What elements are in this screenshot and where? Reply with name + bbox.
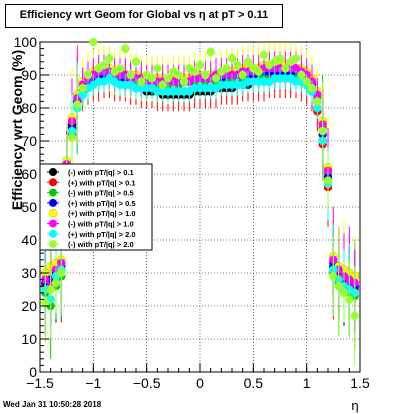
data-point xyxy=(57,268,66,278)
x-tick-label: 1.5 xyxy=(350,375,370,391)
y-tick-label: 20 xyxy=(21,298,37,314)
data-point xyxy=(201,70,210,80)
data-point xyxy=(233,60,242,70)
data-point xyxy=(211,74,221,83)
data-point xyxy=(318,126,327,136)
legend-label: (+) with pT/|q| > 1.0 xyxy=(68,209,136,218)
data-point xyxy=(46,285,55,294)
data-point xyxy=(238,70,247,80)
data-point xyxy=(323,176,333,185)
series-7 xyxy=(41,37,359,366)
data-point xyxy=(329,272,338,281)
x-tick-label: 0.5 xyxy=(244,375,264,391)
legend: (-) with pT/|q| > 0.1(+) with pT/|q| > 0… xyxy=(39,163,153,251)
data-point xyxy=(297,70,306,80)
data-point xyxy=(206,47,215,57)
legend-label: (-) with pT/|q| > 2.0 xyxy=(68,240,134,249)
x-tick-label: 0 xyxy=(196,375,204,391)
data-point xyxy=(281,64,290,73)
y-tick-label: 90 xyxy=(21,67,37,83)
x-tick-label: −1.5 xyxy=(26,375,54,391)
y-tick-label: 70 xyxy=(21,133,37,149)
chart-title: Efficiency wrt Geom for Global vs η at p… xyxy=(19,9,269,21)
data-point xyxy=(83,70,93,80)
series-layer xyxy=(40,37,360,366)
legend-box xyxy=(39,163,153,251)
data-point xyxy=(78,90,87,100)
data-point xyxy=(163,74,173,83)
legend-label: (+) with pT/|q| > 0.5 xyxy=(68,199,136,208)
data-point xyxy=(243,57,253,66)
data-point xyxy=(126,70,135,80)
data-point xyxy=(334,282,343,291)
data-point xyxy=(174,70,183,80)
y-tick-label: 60 xyxy=(21,166,37,182)
y-tick-label: 30 xyxy=(21,265,37,281)
y-tick-label: 100 xyxy=(14,34,38,50)
data-point xyxy=(179,77,189,86)
data-point xyxy=(73,100,82,109)
data-point xyxy=(158,80,167,90)
data-point xyxy=(78,84,87,93)
y-tick-label: 40 xyxy=(21,232,37,248)
data-point xyxy=(153,64,162,73)
data-point xyxy=(254,67,263,76)
legend-label: (-) with pT/|q| > 0.5 xyxy=(68,189,134,198)
data-point xyxy=(222,64,231,73)
legend-label: (-) with pT/|q| > 0.1 xyxy=(68,168,134,177)
legend-label: (+) with pT/|q| > 2.0 xyxy=(68,230,136,239)
data-point xyxy=(302,77,311,86)
data-point xyxy=(190,67,199,76)
legend-label: (+) with pT/|q| > 0.1 xyxy=(68,178,136,187)
data-point xyxy=(339,288,349,297)
y-tick-label: 10 xyxy=(21,331,37,347)
chart-title-box: Efficiency wrt Geom for Global vs η at p… xyxy=(5,4,283,28)
y-tick-label: 0 xyxy=(29,364,37,380)
data-point xyxy=(307,84,317,93)
data-point xyxy=(350,311,359,321)
timestamp: Wed Jan 31 10:50:28 2018 xyxy=(3,400,102,409)
data-point xyxy=(89,37,98,47)
x-tick-label: 1 xyxy=(303,375,311,391)
data-point xyxy=(51,278,61,288)
data-point xyxy=(345,295,354,304)
data-point xyxy=(121,44,130,53)
data-point xyxy=(131,57,141,66)
y-tick-label: 80 xyxy=(21,100,37,116)
data-point xyxy=(115,64,125,73)
data-point xyxy=(137,77,146,86)
x-axis-title: η xyxy=(351,398,358,413)
data-point xyxy=(41,298,50,307)
axis-ticks: −1.5 −1 −0.5 0 0.5 1 1.5 0 10 20 30 40 50 60 70 80 90 100 xyxy=(14,34,370,391)
data-point xyxy=(313,103,322,113)
data-point xyxy=(67,133,77,142)
data-point xyxy=(147,74,157,83)
y-tick-label: 50 xyxy=(21,199,37,215)
data-point xyxy=(313,97,322,106)
data-point xyxy=(227,54,237,63)
data-point xyxy=(105,54,114,63)
data-point xyxy=(291,54,301,63)
data-point xyxy=(275,54,285,63)
data-point xyxy=(259,51,269,60)
legend-label: (-) with pT/|q| > 1.0 xyxy=(68,220,134,229)
data-point xyxy=(99,60,109,70)
x-tick-label: −0.5 xyxy=(133,375,161,391)
y-axis-title: Efficiency wrt Geom (%) xyxy=(9,50,25,210)
x-tick-label: −1 xyxy=(85,375,101,391)
data-point xyxy=(195,60,205,70)
